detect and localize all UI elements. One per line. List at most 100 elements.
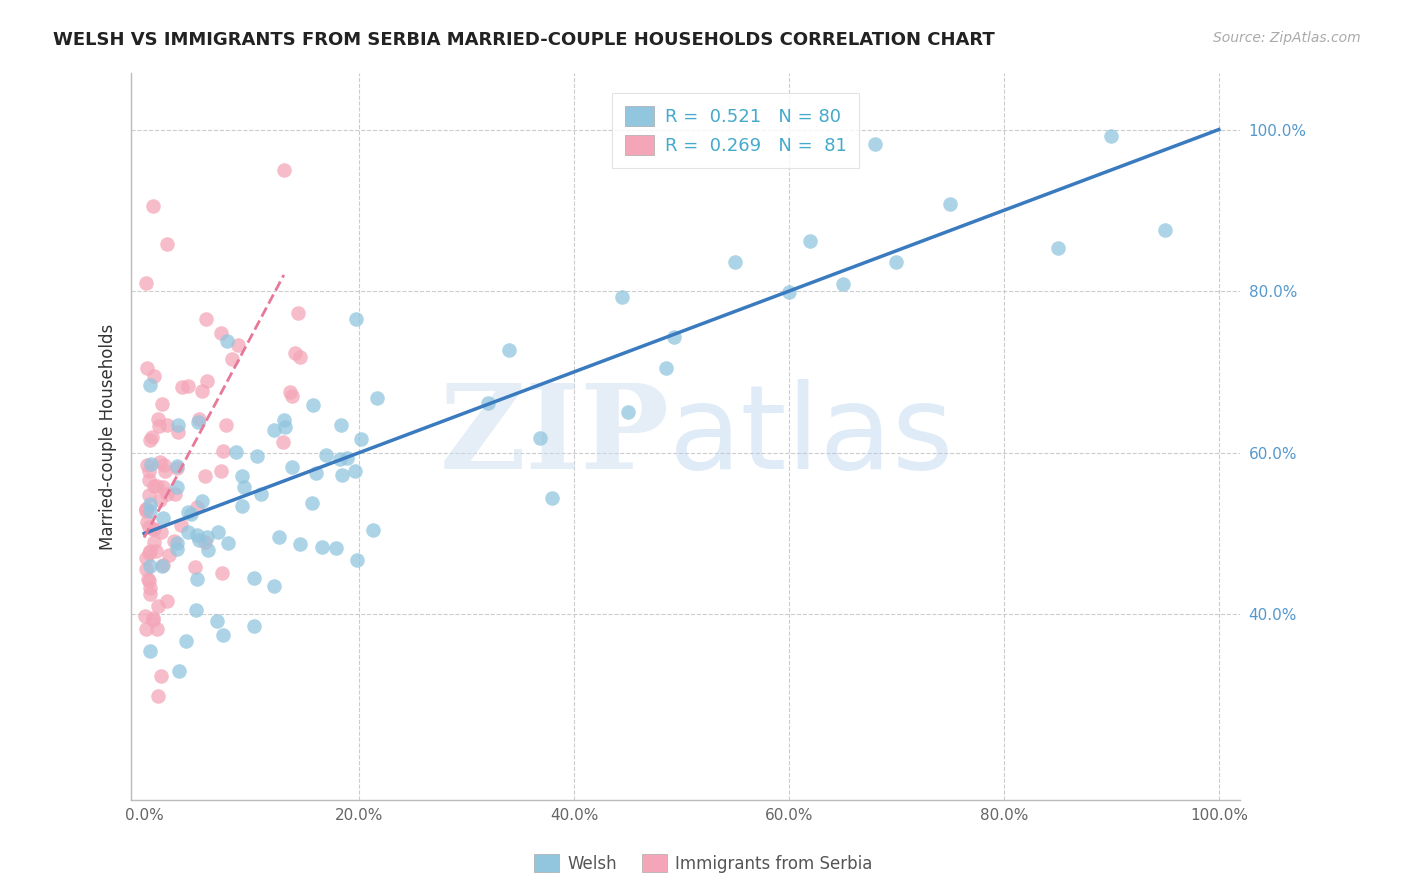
Point (212, 444, 235, 458)
Point (243, 619, 266, 633)
Point (186, 500, 208, 514)
Point (209, 464, 232, 478)
Point (209, 326, 232, 340)
Point (150, 558, 173, 573)
Point (135, 551, 157, 566)
Point (142, 611, 165, 625)
Point (799, 234, 821, 248)
Point (212, 628, 235, 642)
Point (191, 493, 214, 508)
Point (139, 457, 162, 471)
Point (215, 334, 238, 348)
Point (136, 572, 159, 586)
Point (139, 587, 162, 601)
Point (195, 312, 218, 326)
Point (249, 486, 271, 500)
Point (139, 581, 162, 595)
Point (138, 473, 160, 487)
Point (138, 519, 160, 533)
Point (138, 504, 160, 518)
Point (664, 330, 686, 344)
Point (246, 450, 269, 464)
Point (163, 534, 186, 549)
Point (655, 361, 678, 376)
Point (142, 522, 165, 536)
Point (263, 579, 285, 593)
Point (135, 516, 157, 530)
Point (724, 254, 747, 268)
Point (142, 478, 165, 492)
Point (863, 137, 886, 152)
Point (315, 448, 337, 462)
Point (529, 431, 551, 445)
Legend: Welsh, Immigrants from Serbia: Welsh, Immigrants from Serbia (527, 847, 879, 880)
Point (477, 396, 499, 410)
Point (142, 534, 165, 549)
Point (138, 377, 160, 392)
Point (177, 524, 200, 539)
Point (336, 450, 359, 465)
Point (142, 198, 165, 212)
Point (167, 664, 190, 678)
Point (143, 522, 166, 536)
Text: ZIP: ZIP (439, 379, 669, 494)
Point (146, 479, 169, 493)
Point (153, 458, 176, 472)
Point (325, 541, 347, 556)
Point (361, 523, 384, 537)
Point (211, 566, 233, 581)
Point (346, 552, 368, 566)
Point (273, 163, 295, 178)
Point (195, 374, 218, 388)
Point (156, 594, 179, 608)
Point (1154, 222, 1177, 236)
Point (231, 499, 253, 513)
Point (167, 418, 190, 433)
Point (288, 350, 311, 364)
Point (152, 480, 174, 494)
Point (143, 368, 166, 383)
Point (135, 504, 157, 518)
Point (153, 464, 176, 478)
Point (610, 289, 633, 303)
Point (176, 633, 198, 648)
Point (156, 487, 179, 501)
Point (217, 536, 239, 550)
Point (177, 505, 200, 519)
Point (172, 380, 194, 394)
Point (138, 464, 160, 478)
Point (886, 255, 908, 269)
Text: WELSH VS IMMIGRANTS FROM SERBIA MARRIED-COUPLE HOUSEHOLDS CORRELATION CHART: WELSH VS IMMIGRANTS FROM SERBIA MARRIED-… (53, 31, 995, 49)
Point (305, 466, 328, 480)
Point (136, 360, 159, 375)
Point (139, 558, 162, 573)
Point (311, 541, 333, 555)
Point (146, 622, 169, 636)
Point (134, 609, 156, 624)
Point (330, 467, 353, 482)
Point (166, 458, 188, 473)
Point (187, 411, 209, 425)
Point (149, 669, 172, 683)
Point (156, 236, 179, 251)
Point (366, 391, 388, 405)
Point (301, 398, 323, 412)
Y-axis label: Married-couple Households: Married-couple Households (100, 324, 117, 549)
Point (215, 418, 238, 433)
Point (190, 384, 212, 398)
Point (166, 480, 188, 494)
Point (150, 397, 173, 411)
Point (135, 622, 157, 636)
Point (267, 530, 290, 544)
Point (287, 306, 309, 320)
Point (1046, 241, 1069, 255)
Legend: R =  0.521   N = 80, R =  0.269   N =  81: R = 0.521 N = 80, R = 0.269 N = 81 (612, 93, 859, 168)
Point (194, 468, 217, 483)
Text: Source: ZipAtlas.com: Source: ZipAtlas.com (1213, 31, 1361, 45)
Point (155, 418, 177, 433)
Point (165, 487, 187, 501)
Point (152, 511, 174, 525)
Point (149, 455, 172, 469)
Point (243, 571, 266, 585)
Point (343, 464, 366, 478)
